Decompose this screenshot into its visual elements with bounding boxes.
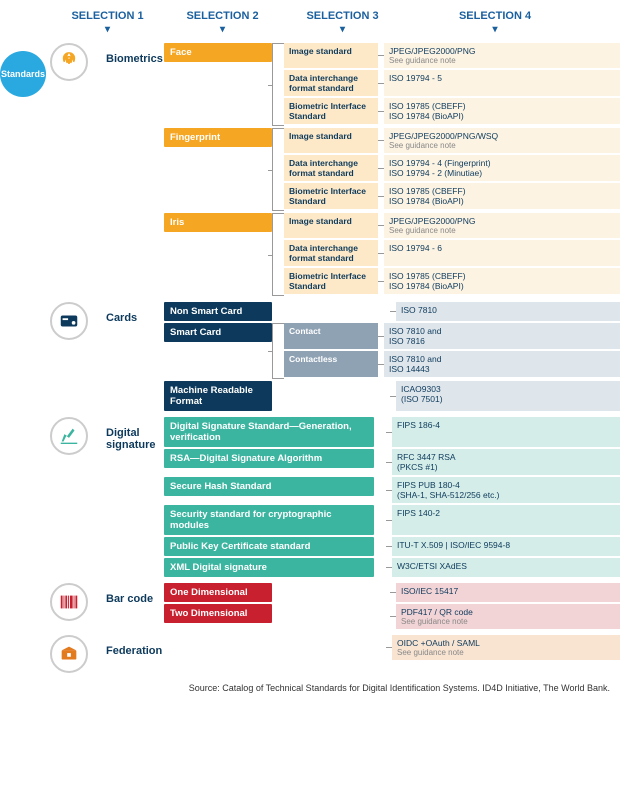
sel4-box: ISO 19794 - 4 (Fingerprint)ISO 19794 - 2… bbox=[384, 155, 620, 181]
sel2-box: Public Key Certificate standard bbox=[164, 537, 374, 556]
sel2-box: Non Smart Card bbox=[164, 302, 272, 321]
sel3-box: Data interchange format standard bbox=[284, 155, 378, 181]
source-text: Source: Catalog of Technical Standards f… bbox=[0, 683, 620, 693]
sel3-box: Biometric Interface Standard bbox=[284, 183, 378, 209]
root-node: Standards bbox=[0, 51, 46, 97]
barcode-icon bbox=[50, 583, 88, 621]
sel3-box: Contactless bbox=[284, 351, 378, 377]
sel4-box: FIPS PUB 180-4(SHA-1, SHA-512/256 etc.) bbox=[392, 477, 620, 503]
signature-icon bbox=[50, 417, 88, 455]
sel2-box: Security standard for cryptographic modu… bbox=[164, 505, 374, 535]
header-sel1: SELECTION 1 bbox=[50, 10, 165, 35]
sel4-box: ISO 19794 - 5 bbox=[384, 70, 620, 96]
sel4-box: ISO 19785 (CBEFF)ISO 19784 (BioAPI) bbox=[384, 268, 620, 294]
sel4-box: PDF417 / QR codeSee guidance note bbox=[396, 604, 620, 629]
sel3-box: Image standard bbox=[284, 213, 378, 238]
federation-icon bbox=[50, 635, 88, 673]
cards-icon bbox=[50, 302, 88, 340]
categories-column: BiometricsFaceImage standardJPEG/JPEG200… bbox=[50, 43, 620, 677]
sel4-box: ISO 19785 (CBEFF)ISO 19784 (BioAPI) bbox=[384, 98, 620, 124]
sel2-box: Two Dimensional bbox=[164, 604, 272, 623]
sel4-box: JPEG/JPEG2000/PNGSee guidance note bbox=[384, 213, 620, 238]
sel2-box: Iris bbox=[164, 213, 272, 232]
sel4-box: ISO 19794 - 6 bbox=[384, 240, 620, 266]
category-label: Federation bbox=[106, 635, 164, 673]
sel2-box: One Dimensional bbox=[164, 583, 272, 602]
sel4-box: JPEG/JPEG2000/PNG/WSQSee guidance note bbox=[384, 128, 620, 153]
sel3-box: Contact bbox=[284, 323, 378, 349]
sel2-box: RSA—Digital Signature Algorithm bbox=[164, 449, 374, 468]
category-label: Biometrics bbox=[106, 43, 164, 298]
sel4-box: ISO/IEC 15417 bbox=[396, 583, 620, 602]
column-headers: SELECTION 1 SELECTION 2 SELECTION 3 SELE… bbox=[0, 10, 620, 35]
category-label: Digital signature bbox=[106, 417, 164, 579]
sel4-box: RFC 3447 RSA(PKCS #1) bbox=[392, 449, 620, 475]
sel4-box: ISO 19785 (CBEFF)ISO 19784 (BioAPI) bbox=[384, 183, 620, 209]
sel4-box: JPEG/JPEG2000/PNGSee guidance note bbox=[384, 43, 620, 68]
category-cards: CardsNon Smart Card ISO 7810 Smart Card Con… bbox=[50, 302, 620, 413]
sel3-box: Biometric Interface Standard bbox=[284, 268, 378, 294]
sel2-box: Digital Signature Standard—Generation, v… bbox=[164, 417, 374, 447]
sel3-box: Biometric Interface Standard bbox=[284, 98, 378, 124]
sel4-box: ISO 7810 bbox=[396, 302, 620, 321]
category-signature: Digital signatureDigital Signature Stand… bbox=[50, 417, 620, 579]
category-federation: Federation OIDC +OAuth / SAMLSee guidance… bbox=[50, 635, 620, 673]
sel4-box: ISO 7810 andISO 7816 bbox=[384, 323, 620, 349]
sel3-box: Image standard bbox=[284, 128, 378, 153]
sel4-box: FIPS 186-4 bbox=[392, 417, 620, 447]
header-sel3: SELECTION 3 bbox=[280, 10, 405, 35]
category-label: Cards bbox=[106, 302, 164, 413]
sel2-box: Face bbox=[164, 43, 272, 62]
sel4-box: ISO 7810 andISO 14443 bbox=[384, 351, 620, 377]
sel4-box: OIDC +OAuth / SAMLSee guidance note bbox=[392, 635, 620, 660]
sel2-box: Fingerprint bbox=[164, 128, 272, 147]
sel4-box: ITU-T X.509 | ISO/IEC 9594-8 bbox=[392, 537, 620, 556]
sel4-box: ICAO9303(ISO 7501) bbox=[396, 381, 620, 411]
root-column: Standards bbox=[0, 43, 50, 677]
category-label: Bar code bbox=[106, 583, 164, 631]
biometrics-icon bbox=[50, 43, 88, 81]
category-biometrics: BiometricsFaceImage standardJPEG/JPEG200… bbox=[50, 43, 620, 298]
sel3-box: Image standard bbox=[284, 43, 378, 68]
sel2-box: Machine Readable Format bbox=[164, 381, 272, 411]
sel4-box: FIPS 140-2 bbox=[392, 505, 620, 535]
sel2-box: Smart Card bbox=[164, 323, 272, 342]
sel2-box: XML Digital signature bbox=[164, 558, 374, 577]
sel2-box: Secure Hash Standard bbox=[164, 477, 374, 496]
diagram-main: Standards BiometricsFaceImage standardJP… bbox=[0, 43, 620, 677]
header-sel4: SELECTION 4 bbox=[405, 10, 585, 35]
sel3-box: Data interchange format standard bbox=[284, 240, 378, 266]
header-sel2: SELECTION 2 bbox=[165, 10, 280, 35]
sel3-box: Data interchange format standard bbox=[284, 70, 378, 96]
category-barcode: Bar codeOne Dimensional ISO/IEC 15417 Two … bbox=[50, 583, 620, 631]
sel4-box: W3C/ETSI XAdES bbox=[392, 558, 620, 577]
